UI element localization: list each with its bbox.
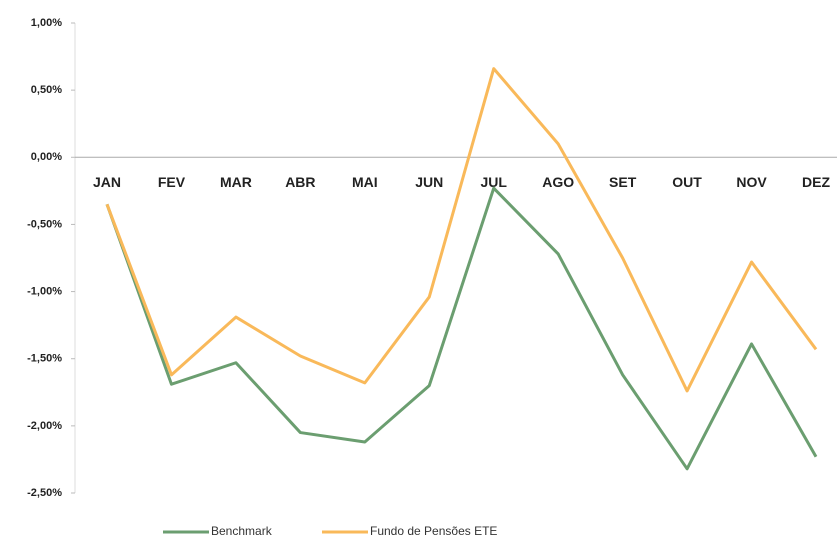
series-line [105,186,818,471]
y-tick-label: 0,00% [31,151,62,163]
x-tick-label: ABR [285,174,315,190]
x-tick-label: JUL [481,174,508,190]
x-tick-label: DEZ [802,174,830,190]
x-tick-label: JAN [93,174,121,190]
x-tick-label: MAI [352,174,378,190]
series-line [105,67,818,393]
y-tick-label: -0,50% [27,218,62,230]
x-tick-label: JUN [415,174,443,190]
y-tick-label: 1,00% [31,17,62,29]
x-tick-label: SET [609,174,637,190]
x-tick-label: MAR [220,174,252,190]
x-tick-label: OUT [672,174,702,190]
y-tick-label: -2,50% [27,487,62,499]
x-tick-label: FEV [158,174,186,190]
y-tick-label: -2,00% [27,420,62,432]
y-tick-label: -1,00% [27,285,62,297]
legend-label: Fundo de Pensões ETE [370,524,497,538]
x-tick-label: AGO [542,174,574,190]
x-tick-label: NOV [736,174,767,190]
legend-label: Benchmark [211,524,273,538]
y-tick-label: 0,50% [31,84,62,96]
y-tick-label: -1,50% [27,353,62,365]
